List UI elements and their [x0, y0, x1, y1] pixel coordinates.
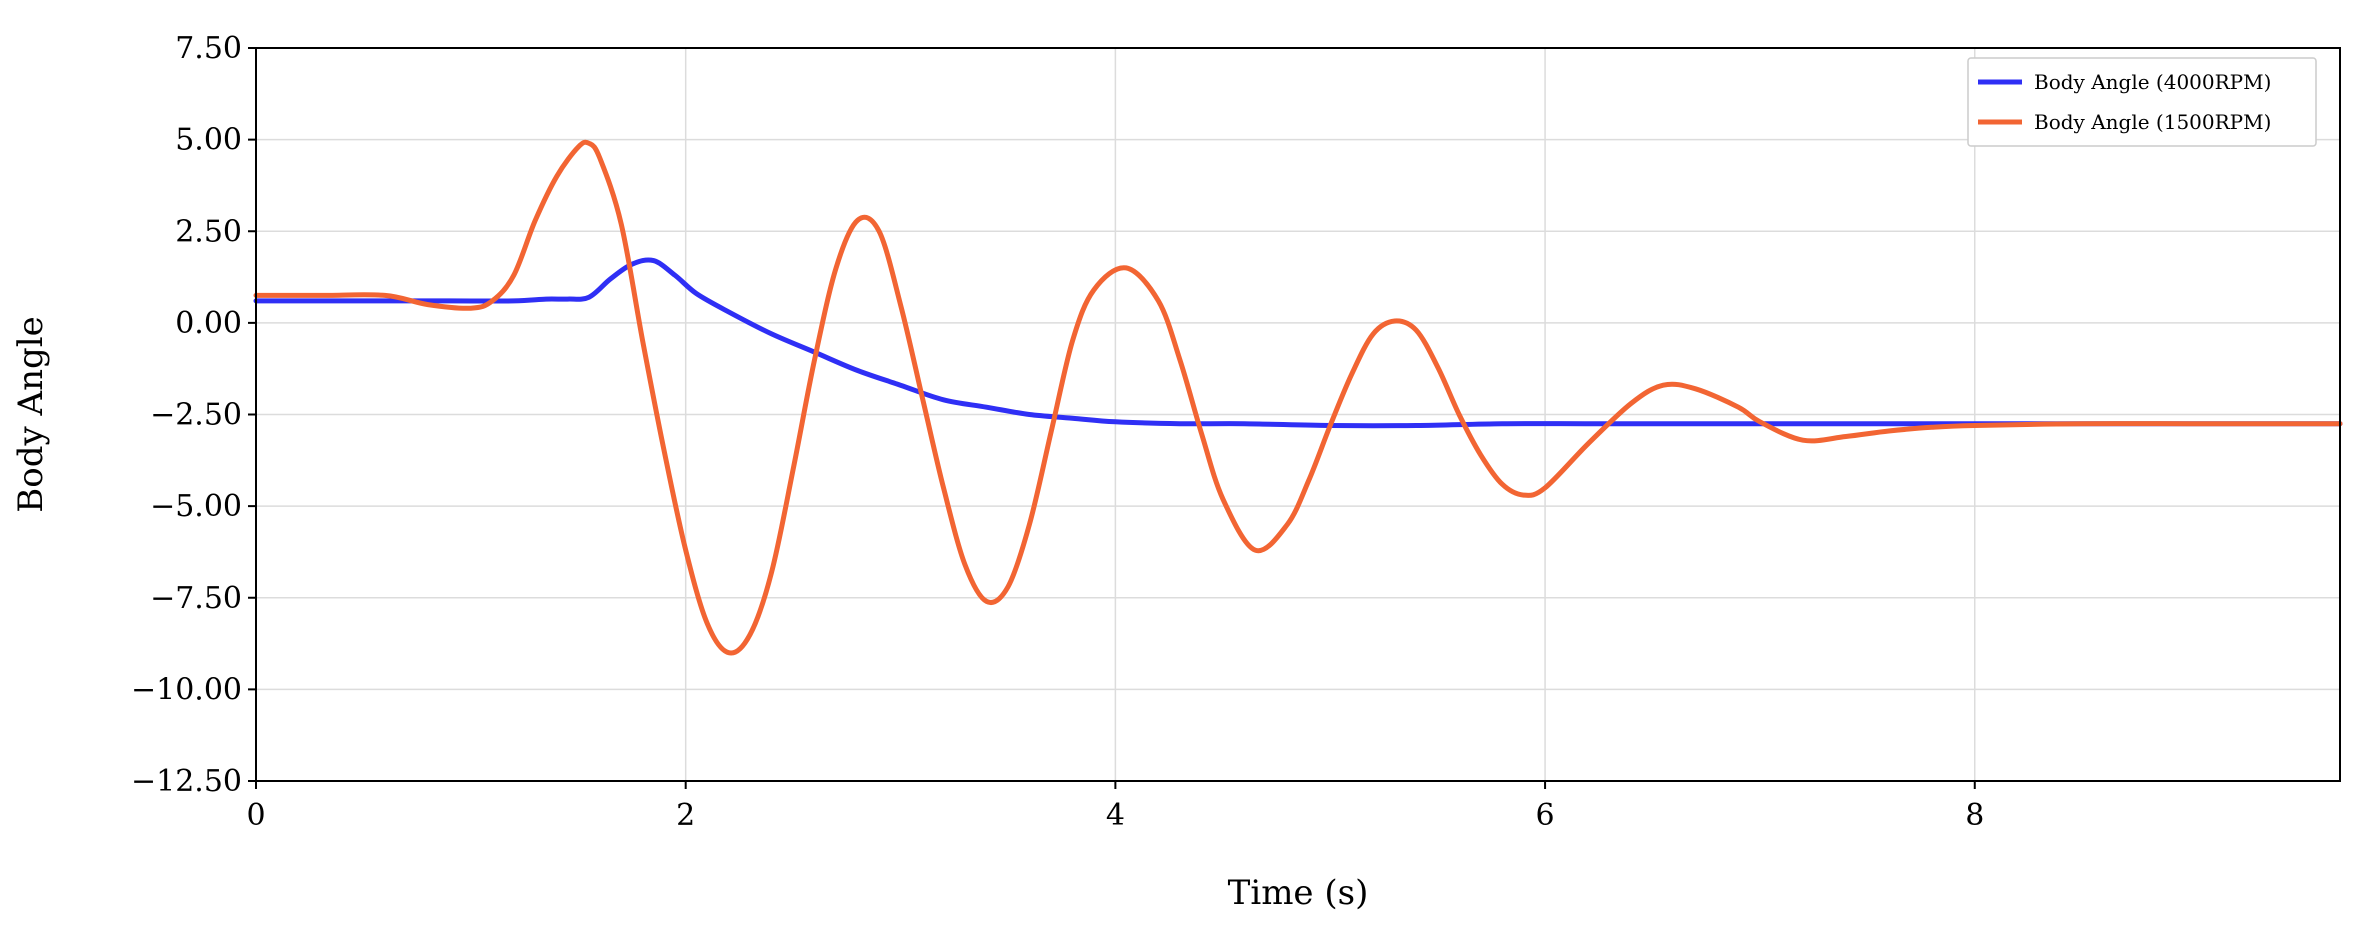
y-tick-label: −10.00 — [131, 672, 242, 707]
x-tick-label: 6 — [1536, 798, 1555, 833]
series-line-1500rpm — [253, 139, 2343, 656]
y-axis-ticks: 7.50 5.00 2.50 0.00 −2.50 −5.00 −7.50 −10.00 −12… — [131, 31, 256, 799]
y-tick-label: 7.50 — [175, 31, 242, 66]
series-lines — [253, 139, 2343, 656]
y-tick-label: −2.50 — [150, 398, 242, 433]
x-tick-label: 8 — [1965, 798, 1984, 833]
x-tick-label: 2 — [676, 798, 695, 833]
x-axis-label: Time (s) — [1228, 873, 1369, 913]
y-axis-label: Body Angle — [11, 316, 51, 512]
y-tick-label: 5.00 — [175, 123, 242, 158]
legend-entry-1500rpm: Body Angle (1500RPM) — [2034, 110, 2271, 134]
y-tick-label: −5.00 — [150, 489, 242, 524]
legend: Body Angle (4000RPM) Body Angle (1500RPM… — [1967, 57, 2317, 147]
series-line-4000rpm — [253, 257, 2343, 429]
x-axis-ticks: 0 2 4 6 8 — [246, 781, 1984, 833]
x-tick-label: 0 — [246, 798, 265, 833]
legend-entry-4000rpm: Body Angle (4000RPM) — [2034, 70, 2271, 94]
y-tick-label: −12.50 — [131, 764, 242, 799]
x-tick-label: 4 — [1106, 798, 1125, 833]
y-tick-label: −7.50 — [150, 581, 242, 616]
y-tick-label: 0.00 — [175, 306, 242, 341]
y-tick-label: 2.50 — [175, 214, 242, 249]
legend-box — [1967, 57, 2317, 147]
